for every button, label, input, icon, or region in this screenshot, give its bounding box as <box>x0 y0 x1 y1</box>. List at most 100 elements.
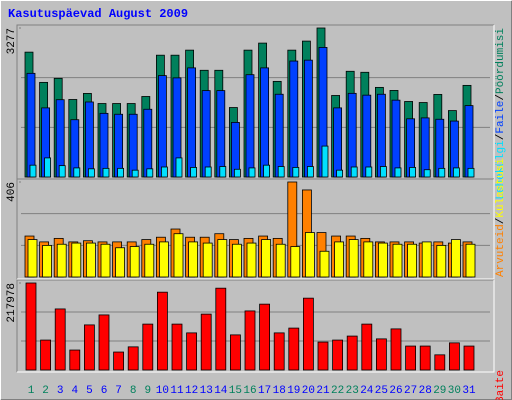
bar <box>244 310 256 371</box>
bar <box>230 122 240 178</box>
bar <box>127 346 139 371</box>
x-tick-label: 24 <box>360 385 374 397</box>
bar <box>42 245 52 278</box>
bar <box>361 323 373 371</box>
x-tick-label: 2 <box>42 385 49 397</box>
bar <box>260 67 270 178</box>
bar <box>98 314 110 371</box>
bar <box>115 247 125 278</box>
bar <box>215 287 227 371</box>
bar <box>156 291 168 371</box>
bar <box>263 164 271 178</box>
x-tick-label: 20 <box>302 385 315 397</box>
bar <box>229 334 241 371</box>
bar <box>336 169 344 178</box>
bar <box>88 168 95 178</box>
bar <box>390 328 402 371</box>
bar <box>143 108 153 178</box>
bar <box>420 117 430 178</box>
bar <box>289 60 299 178</box>
x-tick-label: 16 <box>243 385 256 397</box>
x-tick-label: 15 <box>229 385 242 397</box>
bar <box>157 75 167 178</box>
bar <box>29 164 37 178</box>
x-tick-label: 22 <box>331 385 344 397</box>
bar <box>219 166 227 178</box>
x-tick-label: 17 <box>258 385 271 397</box>
bar <box>204 166 212 178</box>
bar <box>216 90 226 178</box>
bar <box>303 59 313 178</box>
bar <box>290 246 301 278</box>
x-tick-label: 25 <box>375 385 388 397</box>
bar <box>465 243 476 278</box>
x-tick-label: 27 <box>404 385 417 397</box>
bar <box>58 165 66 178</box>
x-tick-label: 13 <box>200 385 213 397</box>
bar <box>317 341 329 371</box>
bar <box>377 242 388 278</box>
legend-separator: / <box>495 94 507 101</box>
bar <box>190 167 198 178</box>
legend: KBaite <box>495 370 507 400</box>
x-tick-label: 3 <box>57 385 64 397</box>
bar <box>259 303 271 371</box>
bar <box>158 241 169 278</box>
bar <box>85 101 94 178</box>
x-tick-label: 11 <box>170 385 184 397</box>
bar <box>200 313 212 371</box>
bar <box>365 166 373 178</box>
bar <box>173 233 184 278</box>
bar <box>321 145 329 178</box>
x-tick-label: 18 <box>273 385 286 397</box>
bar <box>246 242 257 278</box>
legend-entry: Pöördumisi <box>495 28 507 94</box>
bar <box>319 250 330 278</box>
bar <box>333 107 343 178</box>
x-tick-label: 12 <box>185 385 198 397</box>
bar <box>233 168 241 178</box>
y-tick-label: 406 <box>6 182 18 202</box>
x-tick-label: 1 <box>28 385 35 397</box>
legend-entry: Lehekülgi <box>495 140 507 200</box>
bar <box>463 345 475 371</box>
bar <box>160 166 168 178</box>
bar <box>25 282 37 371</box>
bar <box>86 242 96 278</box>
bar <box>144 243 155 278</box>
x-tick-label: 29 <box>433 385 446 397</box>
bar <box>304 232 315 278</box>
x-tick-label: 14 <box>214 385 228 397</box>
bar <box>175 157 183 178</box>
x-tick-label: 4 <box>71 385 78 397</box>
bar <box>56 243 67 278</box>
bar <box>44 157 51 178</box>
legend-separator: / <box>495 218 507 225</box>
bar <box>131 169 139 178</box>
legend-entry: Külastusi <box>495 158 507 218</box>
x-tick-label: 23 <box>346 385 359 397</box>
x-tick-label: 8 <box>130 385 137 397</box>
bar <box>202 242 213 278</box>
x-tick-label: 5 <box>86 385 93 397</box>
x-tick-label: 31 <box>462 385 476 397</box>
bar <box>334 241 345 278</box>
bar <box>362 94 372 178</box>
bar <box>99 112 109 178</box>
bar <box>292 167 300 178</box>
bar <box>273 332 285 371</box>
bar <box>391 99 401 178</box>
y-tick-label: 217978 <box>6 283 18 323</box>
x-tick-label: 9 <box>144 385 151 397</box>
bar <box>114 113 123 178</box>
bar <box>394 167 402 178</box>
bar <box>405 345 417 371</box>
bar <box>113 351 124 371</box>
bar <box>84 324 95 371</box>
legend-entry: KBaite <box>495 370 507 400</box>
legend-entry: Arvuteid <box>495 224 507 277</box>
bar <box>467 167 475 178</box>
bar <box>306 166 314 178</box>
